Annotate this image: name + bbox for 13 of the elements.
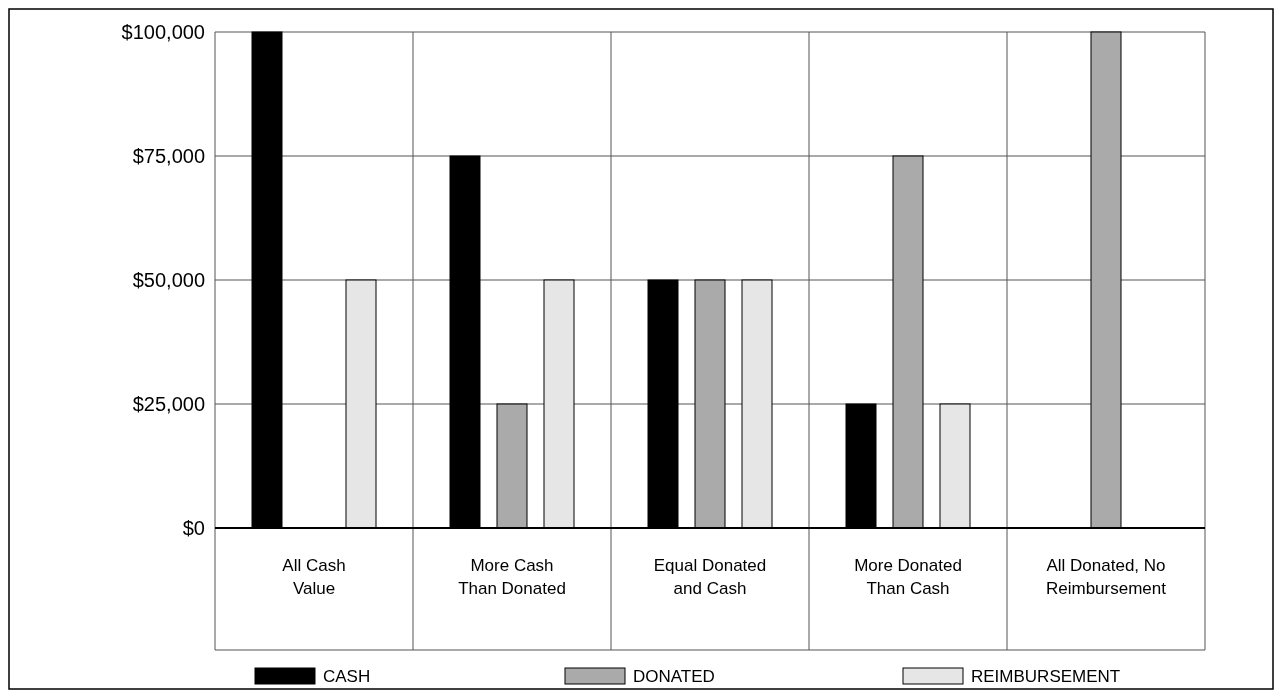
legend-label: REIMBURSEMENT <box>971 666 1121 686</box>
y-tick-label: $0 <box>182 517 205 539</box>
x-tick-label: All Donated, No Reimbursement <box>1046 556 1167 598</box>
x-tick-label: More Cash Than Donated <box>458 556 566 598</box>
y-tick-label: $50,000 <box>132 269 205 291</box>
x-tick-label: More Donated Than Cash <box>854 556 962 598</box>
y-tick-label: $100,000 <box>121 21 205 43</box>
legend-label: DONATED <box>633 666 715 686</box>
y-tick-label: $25,000 <box>132 393 205 415</box>
legend-label: CASH <box>323 666 371 686</box>
x-tick-label: Equal Donated and Cash <box>653 556 767 598</box>
x-tick-label: All Cash Value <box>282 556 346 598</box>
y-tick-label: $75,000 <box>132 145 205 167</box>
